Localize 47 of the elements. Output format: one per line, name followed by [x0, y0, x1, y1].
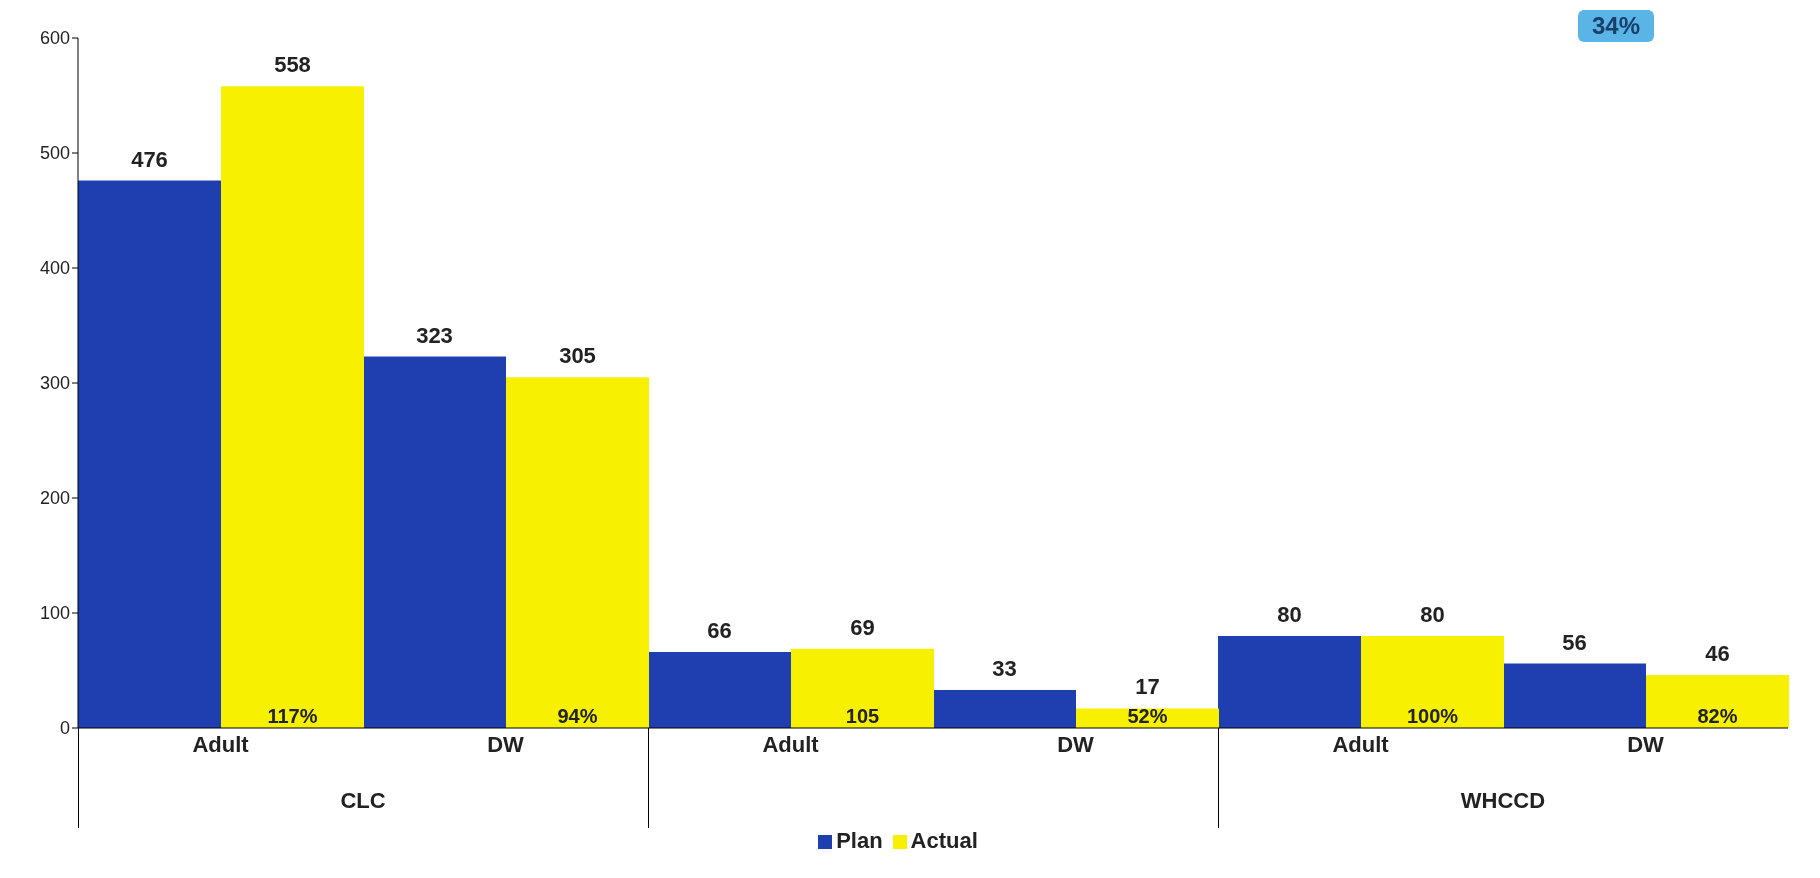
annotation: 100% — [1406, 705, 1459, 727]
bar — [1218, 636, 1361, 728]
annotation: 82% — [1697, 705, 1738, 727]
y-tick-label: 0 — [59, 718, 70, 739]
data-label: 323 — [416, 322, 453, 348]
y-tick-label: 600 — [39, 28, 70, 49]
text: WHCCD — [1459, 788, 1547, 814]
text: CLC — [339, 788, 387, 814]
annotation: 94% — [557, 705, 598, 727]
x-tick-label: Adult — [762, 731, 820, 757]
data-label: 305 — [559, 343, 596, 369]
data-label: 33 — [992, 656, 1017, 682]
data-label: 66 — [707, 618, 732, 644]
data-label: 56 — [1562, 629, 1587, 655]
bar — [363, 356, 506, 728]
data-label: 46 — [1705, 641, 1730, 667]
x-tick-label: DW — [1627, 731, 1665, 757]
bar — [1361, 636, 1504, 728]
bar — [933, 690, 1076, 728]
data-label: 476 — [131, 146, 168, 172]
y-tick-label: 500 — [39, 143, 70, 164]
x-tick-label: Adult — [1332, 731, 1390, 757]
data-label: 17 — [1135, 674, 1160, 700]
bar — [1646, 675, 1789, 728]
bar — [221, 86, 364, 728]
y-tick-label: 400 — [39, 258, 70, 279]
annotation: 34% — [1578, 10, 1655, 42]
bar — [506, 377, 649, 728]
annotation: 105 — [845, 705, 880, 727]
data-label: 558 — [274, 52, 311, 78]
y-tick-label: 100 — [39, 603, 70, 624]
bar — [78, 180, 221, 728]
annotation: 117% — [267, 705, 318, 727]
bar — [648, 652, 791, 728]
data-label: 80 — [1277, 602, 1302, 627]
x-tick-label: Adult — [192, 731, 250, 757]
legend-label: Actual — [910, 828, 978, 853]
legend-label: Plan — [836, 828, 883, 853]
x-tick-label: DW — [1057, 731, 1095, 757]
data-label: 80 — [1420, 602, 1445, 627]
x-tick-label: DW — [487, 731, 525, 757]
bar — [1503, 663, 1646, 728]
bar — [791, 648, 934, 728]
annotation: 52% — [1127, 705, 1168, 727]
y-tick-label: 200 — [39, 488, 70, 509]
y-tick-label: 300 — [39, 373, 70, 394]
data-label: 69 — [850, 614, 875, 640]
